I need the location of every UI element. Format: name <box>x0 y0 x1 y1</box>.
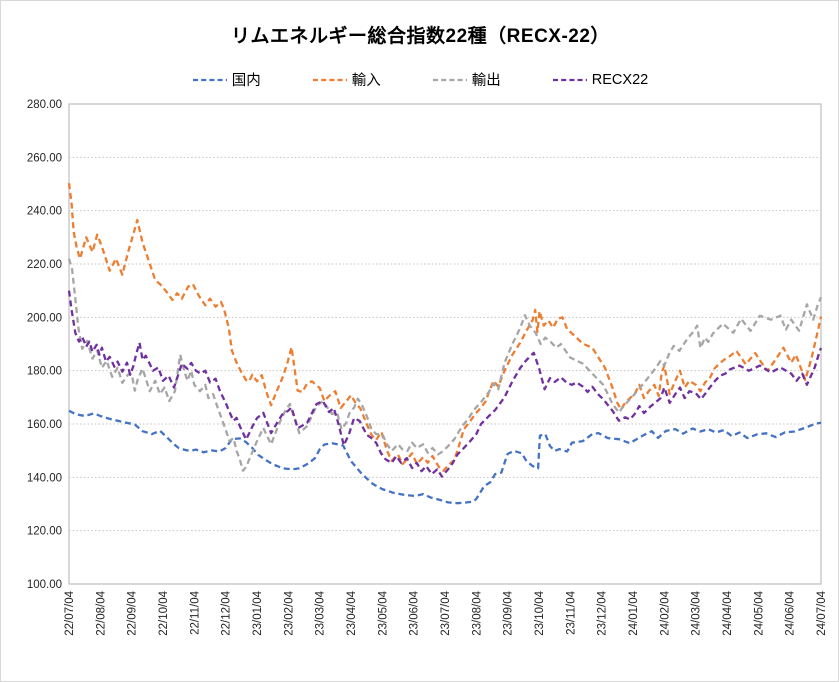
y-axis-tick-label: 200.00 <box>27 312 62 324</box>
x-axis-tick-label: 23/02/04 <box>283 590 295 635</box>
y-axis-tick-label: 140.00 <box>27 472 62 484</box>
series-line-import <box>67 183 823 472</box>
x-axis-tick-label: 22/09/04 <box>127 590 139 635</box>
legend-dash-marker-domestic <box>192 78 227 81</box>
series-line-domestic <box>68 409 822 505</box>
legend-dash-marker-import <box>312 78 347 81</box>
legend-dash-marker-export <box>432 78 467 81</box>
legend-label-recx22: RECX22 <box>591 71 649 88</box>
x-axis-tick-label: 22/10/04 <box>158 590 170 635</box>
x-axis-tick-label: 23/12/04 <box>597 590 609 635</box>
x-axis-tick-label: 23/07/04 <box>440 590 452 635</box>
legend-item-import: 輸入 <box>312 69 381 90</box>
y-axis-tick-label: 220.00 <box>27 259 62 271</box>
legend-label-import: 輸入 <box>351 73 381 89</box>
y-axis-tick-label: 260.00 <box>27 152 62 164</box>
legend-item-recx22: RECX22 <box>552 71 649 88</box>
x-axis-tick-label: 24/03/04 <box>691 590 703 635</box>
y-axis-tick-label: 100.00 <box>27 579 62 591</box>
plot-border <box>68 103 822 585</box>
chart-title: リムエネルギー総合指数22種（RECX-22） <box>231 26 610 47</box>
x-axis-tick-label: 23/01/04 <box>252 590 264 635</box>
x-axis-tick-label: 24/07/04 <box>816 590 828 635</box>
x-axis-tick-label: 22/12/04 <box>221 590 233 635</box>
y-axis-tick-label: 160.00 <box>27 419 62 431</box>
x-axis-tick-label: 23/08/04 <box>471 590 483 635</box>
legend-label-export: 輸出 <box>471 73 501 89</box>
x-axis-tick-label: 24/02/04 <box>659 590 671 635</box>
x-axis-tick-label: 23/06/04 <box>409 590 421 635</box>
x-axis-tick-label: 24/04/04 <box>722 590 734 635</box>
x-axis-tick-label: 23/10/04 <box>534 590 546 635</box>
y-axis-tick-label: 180.00 <box>27 366 62 378</box>
legend-item-export: 輸出 <box>432 69 501 90</box>
series-line-recx22 <box>67 290 823 478</box>
legend-label-domestic: 国内 <box>231 73 261 89</box>
x-axis-tick-label: 22/08/04 <box>95 590 107 635</box>
x-axis-tick-label: 23/03/04 <box>315 590 327 635</box>
x-axis-tick-label: 24/06/04 <box>785 590 797 635</box>
x-axis-tick-label: 23/09/04 <box>503 590 515 635</box>
chart-legend: 国内 輸入 輸出 RECX22 <box>1 69 838 90</box>
x-axis-tick-label: 23/05/04 <box>377 590 389 635</box>
legend-item-domestic: 国内 <box>192 69 261 90</box>
x-axis-tick-label: 23/11/04 <box>565 590 577 635</box>
y-axis-tick-label: 280.00 <box>27 99 62 111</box>
x-axis-tick-label: 24/05/04 <box>753 590 765 635</box>
x-axis-tick-label: 22/11/04 <box>189 590 201 635</box>
series-line-export <box>67 258 823 472</box>
x-axis-tick-label: 22/07/04 <box>64 590 76 635</box>
y-axis-tick-label: 120.00 <box>27 526 62 538</box>
y-axis-tick-label: 240.00 <box>27 206 62 218</box>
x-axis-tick-label: 24/01/04 <box>628 590 640 635</box>
legend-dash-marker-recx22 <box>552 78 587 81</box>
x-axis-tick-label: 23/04/04 <box>346 590 358 635</box>
